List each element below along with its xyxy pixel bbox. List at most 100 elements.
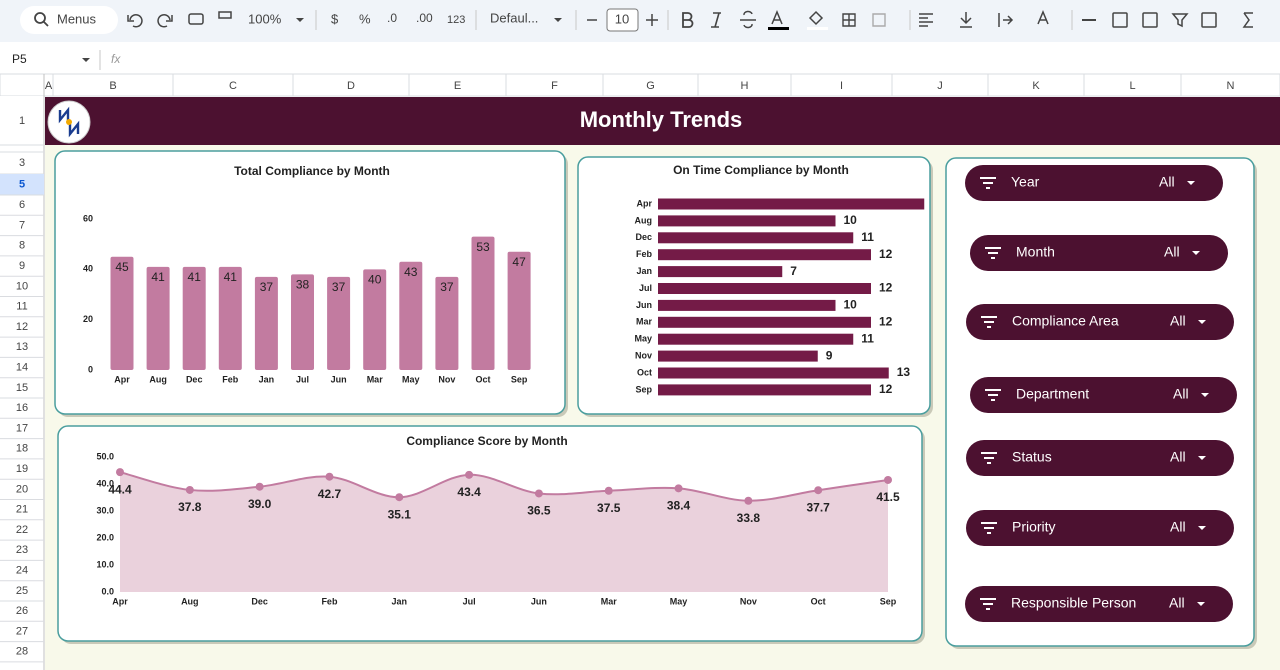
data-label: 11	[861, 230, 874, 244]
filter-button[interactable]	[1171, 13, 1189, 28]
zoom[interactable]: 100%	[248, 11, 282, 26]
row-header[interactable]: 9	[19, 260, 25, 272]
column-header[interactable]: G	[646, 80, 655, 92]
row-header[interactable]: 17	[16, 422, 28, 434]
column-header[interactable]: K	[1032, 80, 1040, 92]
row-header[interactable]: 7	[19, 219, 25, 231]
data-label: 42.7	[318, 487, 342, 501]
filter-views-button[interactable]	[1201, 12, 1217, 28]
bold-button[interactable]	[682, 12, 694, 28]
column-header[interactable]: F	[551, 80, 558, 92]
comment-button[interactable]	[1112, 12, 1128, 28]
font-size[interactable]: 10	[615, 11, 629, 26]
filter-pill[interactable]	[966, 304, 1234, 340]
row-header[interactable]: 18	[16, 443, 28, 455]
decrease-decimals[interactable]: .0	[387, 11, 397, 25]
wrap-button[interactable]	[998, 13, 1014, 27]
functions-button[interactable]	[1242, 12, 1253, 28]
filter-value[interactable]: All	[1173, 386, 1189, 402]
column-header[interactable]: B	[109, 80, 116, 92]
filter-value[interactable]: All	[1170, 313, 1186, 329]
row-header[interactable]: 23	[16, 544, 28, 556]
percent-button[interactable]: %	[359, 11, 371, 26]
row-header[interactable]: 12	[16, 321, 28, 333]
menu-search[interactable]	[20, 6, 118, 34]
x-tick-label: Oct	[475, 374, 490, 384]
font-size-increase[interactable]	[646, 14, 658, 26]
column-header[interactable]: I	[840, 80, 843, 92]
filter-value[interactable]: All	[1170, 449, 1186, 465]
fill-color-button[interactable]	[808, 10, 824, 26]
filter-pill[interactable]	[966, 440, 1234, 476]
row-header[interactable]: 22	[16, 524, 28, 536]
borders-button[interactable]	[842, 13, 856, 27]
font-size-box[interactable]	[606, 8, 639, 32]
merge-button[interactable]	[872, 13, 886, 27]
italic-button[interactable]	[711, 12, 721, 28]
column-header[interactable]: C	[229, 80, 237, 92]
row-header[interactable]: 21	[16, 504, 28, 516]
filter-pill[interactable]	[965, 165, 1223, 201]
chart-button[interactable]	[1142, 12, 1158, 28]
column-header[interactable]: A	[45, 80, 53, 92]
row-header[interactable]: 28	[16, 646, 28, 658]
dropdown-caret	[1192, 251, 1200, 255]
chart-title: Total Compliance by Month	[234, 164, 390, 178]
bar	[435, 276, 459, 370]
name-box[interactable]: P5	[12, 52, 27, 66]
row-header[interactable]: 3	[19, 157, 25, 169]
row-header[interactable]: 1	[19, 115, 25, 127]
y-tick-label: Oct	[637, 367, 652, 377]
row-header[interactable]: 14	[16, 361, 28, 373]
logo-mark	[58, 106, 80, 138]
row-header[interactable]: 5	[19, 178, 25, 190]
filter-pill[interactable]	[970, 235, 1228, 271]
align-button[interactable]	[919, 13, 933, 27]
search-label[interactable]: Menus	[57, 11, 97, 26]
strikethrough-button[interactable]	[740, 10, 756, 29]
row-header[interactable]: 26	[16, 605, 28, 617]
filter-pill[interactable]	[966, 510, 1234, 546]
row-header[interactable]: 11	[16, 301, 27, 313]
row-header[interactable]: 13	[16, 341, 28, 353]
x-tick-label: Sep	[880, 596, 897, 606]
font-select[interactable]: Defaul...	[490, 10, 538, 25]
column-header[interactable]: L	[1129, 80, 1135, 92]
filter-value[interactable]: All	[1159, 174, 1175, 190]
x-tick-label: Jul	[296, 374, 309, 384]
rotate-button[interactable]	[1037, 10, 1049, 25]
valign-button[interactable]	[960, 12, 972, 28]
filter-value[interactable]: All	[1164, 244, 1180, 260]
column-header[interactable]: E	[454, 80, 461, 92]
row-header[interactable]: 20	[16, 483, 28, 495]
print-button[interactable]	[188, 13, 204, 25]
number-format[interactable]: 123	[447, 14, 465, 26]
row-header[interactable]: 10	[16, 280, 28, 292]
row-header[interactable]: 15	[16, 382, 28, 394]
currency-button[interactable]: $	[331, 11, 339, 26]
bar	[110, 256, 134, 370]
row-header[interactable]: 19	[16, 463, 28, 475]
text-color-button[interactable]	[771, 10, 783, 25]
redo-button[interactable]	[157, 14, 173, 28]
filter-pill[interactable]	[965, 586, 1233, 622]
undo-button[interactable]	[127, 14, 143, 28]
column-header[interactable]: D	[347, 80, 355, 92]
increase-decimals[interactable]: .00	[416, 11, 433, 25]
row-header[interactable]: 24	[16, 564, 28, 576]
row-header[interactable]: 6	[19, 199, 25, 211]
paint-format-button[interactable]	[218, 11, 232, 19]
column-header[interactable]: N	[1227, 80, 1235, 92]
bar	[658, 266, 783, 278]
row-header[interactable]: 25	[16, 585, 28, 597]
column-header[interactable]: J	[937, 80, 943, 92]
row-header[interactable]: 8	[19, 240, 25, 252]
row-header[interactable]: 16	[16, 402, 28, 414]
bar	[658, 283, 871, 294]
column-header[interactable]: H	[741, 80, 749, 92]
filter-value[interactable]: All	[1169, 595, 1185, 611]
row-header[interactable]: 27	[16, 625, 28, 637]
y-tick-label: Sep	[635, 384, 652, 394]
filter-value[interactable]: All	[1170, 519, 1186, 535]
filter-pill[interactable]	[970, 377, 1237, 413]
